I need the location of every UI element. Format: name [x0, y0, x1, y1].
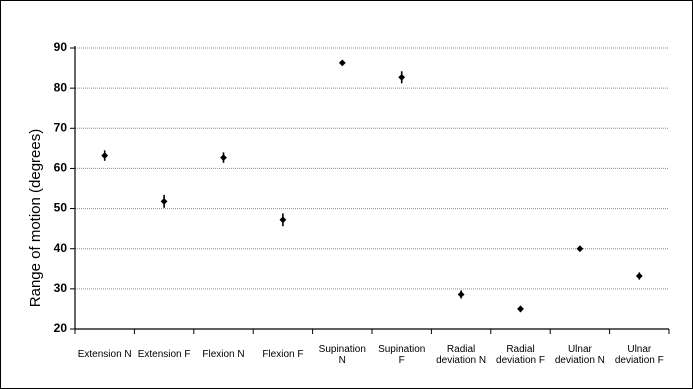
x-tick-label: Ulnar deviation F	[615, 344, 664, 366]
x-tick-label-line: Flexion N	[202, 349, 244, 360]
data-point	[220, 154, 227, 161]
x-tick-label-line: Extension N	[78, 349, 132, 360]
x-tick-label: Flexion F	[262, 349, 303, 360]
data-point	[457, 291, 465, 298]
x-tick-label: Radial deviation F	[496, 344, 545, 366]
x-tick-label-line: deviation N	[555, 355, 605, 366]
x-tick-label-line: deviation F	[496, 355, 545, 366]
x-tick-label-line: N	[339, 355, 346, 366]
gridlines	[75, 47, 669, 290]
y-axis-label: Range of motion (degrees)	[27, 129, 44, 307]
y-tick-label: 80	[54, 80, 68, 94]
y-tick-label: 50	[54, 201, 68, 215]
x-tick-label-line: Extension F	[138, 349, 191, 360]
data-point	[338, 59, 346, 67]
x-tick-label: Radial deviation N	[436, 344, 486, 366]
y-tick-labels: 20 30 40 50 60 70 80 90	[54, 40, 68, 335]
x-tick-label: Supination F	[378, 344, 425, 366]
data-point	[279, 216, 287, 224]
x-tick-label: Flexion N	[202, 349, 244, 360]
x-tick-label-line: F	[399, 355, 405, 366]
y-tick-label: 30	[54, 281, 68, 295]
x-tick-label-line: Radial	[447, 344, 475, 355]
x-tick-label-line: Ulnar	[627, 344, 652, 355]
data-point	[517, 305, 524, 313]
data-point	[160, 197, 168, 205]
y-tick-label: 20	[54, 321, 68, 335]
data-point	[101, 152, 109, 159]
x-tick-label-line: Supination	[378, 344, 425, 355]
x-tick-label: Extension N	[78, 349, 132, 360]
data-point	[635, 272, 643, 280]
x-tick-label: Extension F	[138, 349, 191, 360]
x-tick-label-line: deviation F	[615, 355, 664, 366]
x-tick-label: Supination N	[319, 344, 366, 366]
x-tick-label: Ulnar deviation N	[555, 344, 605, 366]
data-points	[101, 59, 643, 313]
y-tick-label: 70	[54, 120, 68, 134]
y-tick-label: 90	[54, 40, 68, 54]
y-tick-label: 60	[54, 161, 68, 175]
data-point	[576, 245, 584, 253]
x-tick-label-line: Ulnar	[568, 344, 593, 355]
axes	[70, 46, 670, 334]
x-tick-label-line: Radial	[506, 344, 534, 355]
data-point	[398, 73, 406, 81]
x-tick-label-line: Flexion F	[262, 349, 303, 360]
y-tick-label: 40	[54, 241, 68, 255]
x-tick-label-line: deviation N	[436, 355, 486, 366]
x-tick-labels: Extension N Extension F Flexion N Flexion F…	[78, 344, 664, 366]
x-tick-label-line: Supination	[319, 344, 366, 355]
